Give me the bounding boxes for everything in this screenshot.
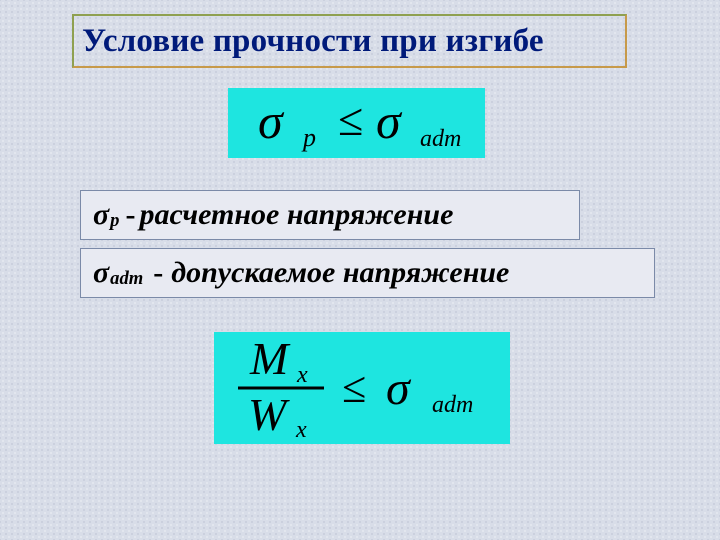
leq-symbol: ≤ — [338, 94, 363, 145]
formula-sigma-inequality: σ p ≤ σ adm — [228, 88, 485, 158]
leq-symbol: ≤ — [342, 363, 366, 412]
sigma-lhs-sub: p — [301, 123, 316, 152]
dash: - — [125, 198, 135, 232]
sigma-rhs: σ — [386, 362, 412, 415]
denominator-W: W — [248, 389, 290, 440]
numerator-sub-x: x — [296, 362, 308, 388]
dash: - — [153, 256, 163, 290]
definition-sigma-p: σp - расчетное напряжение — [80, 190, 580, 240]
def1-text: расчетное напряжение — [139, 198, 453, 232]
sigma-symbol: σ — [93, 256, 109, 290]
denominator-sub-x: x — [295, 417, 307, 443]
sigma-rhs: σ — [376, 93, 403, 149]
numerator-M: M — [249, 333, 291, 384]
def2-text: допускаемое напряжение — [171, 256, 509, 290]
sigma-subscript-adm: adm — [110, 268, 143, 290]
formula-moment-inequality: M x W x ≤ σ adm — [214, 332, 510, 444]
sigma-rhs-sub: adm — [432, 392, 473, 418]
sigma-subscript-p: p — [110, 210, 119, 232]
title-box: Условие прочности при изгибе — [72, 14, 627, 68]
definition-sigma-adm: σadm - допускаемое напряжение — [80, 248, 655, 298]
sigma-symbol: σ — [93, 198, 109, 232]
sigma-rhs-sub: adm — [420, 126, 461, 152]
sigma-lhs: σ — [258, 93, 285, 149]
page-title: Условие прочности при изгибе — [82, 23, 544, 60]
